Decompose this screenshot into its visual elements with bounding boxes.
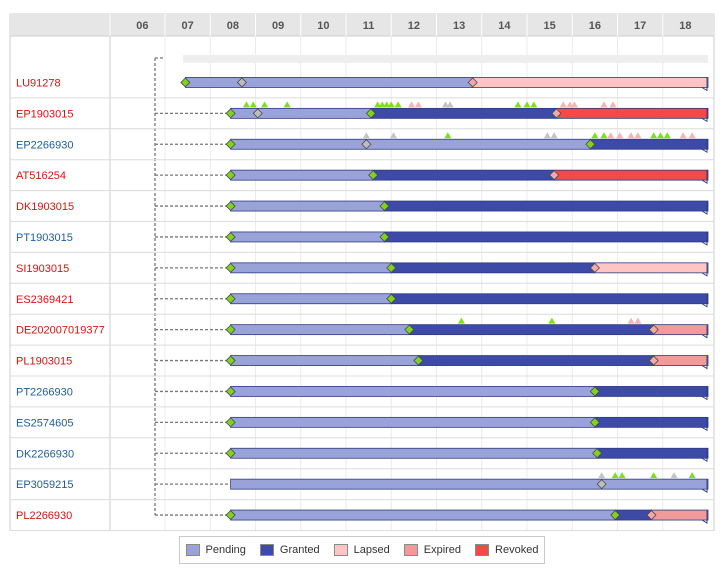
year-tick-label: 11 [363,20,375,32]
year-tick-label: 17 [634,20,646,32]
legend-swatch-granted [260,544,274,556]
legend-label-pending: Pending [206,544,246,556]
bar-segment-granted [373,170,554,180]
year-tick-label: 14 [498,20,511,32]
row-label: DK2266930 [16,448,74,460]
legend-label-lapsed: Lapsed [354,544,390,556]
bar-segment-granted [418,356,653,366]
row-label: PL1903015 [16,356,72,368]
legend-swatch-expired [404,544,418,556]
row-label: DK1903015 [16,201,74,213]
legend-item-pending[interactable]: Pending [186,544,246,556]
legend-swatch-pending [186,544,200,556]
bar-segment-pending [231,510,616,520]
row-label: LU91278 [16,77,61,89]
patent-timeline-chart: 06 07 08 09 10 11 12 13 14 15 16 17 18 LU91278 EP19030… [0,0,724,588]
year-tick-label: 18 [679,20,691,32]
bar-segment-granted [371,108,557,118]
row-label: PT2266930 [16,386,73,398]
legend-label-granted: Granted [280,544,320,556]
legend-label-revoked: Revoked [495,544,538,556]
year-tick-label: 13 [453,20,465,32]
row-label: PT1903015 [16,232,73,244]
row-label: EP1903015 [16,108,74,120]
bar-segment-pending [231,139,591,149]
bar-segment-granted [597,448,708,458]
year-tick-label: 08 [227,20,239,32]
bar-segment-granted [409,325,653,335]
summary-track [183,55,708,63]
bar-segment-expired [654,356,708,366]
bar-segment-revoked [556,108,708,118]
legend-item-expired[interactable]: Expired [404,544,461,556]
bar-segment-pending [231,294,392,304]
year-tick-label: 07 [182,20,194,32]
row-label: PL2266930 [16,510,72,522]
bar-segment-granted [384,232,708,242]
bar-segment-pending [231,448,598,458]
bar-segment-lapsed [595,263,708,273]
year-tick-label: 12 [408,20,420,32]
bar-segment-pending [231,386,595,396]
legend-item-granted[interactable]: Granted [260,544,320,556]
bar-segment-pending [231,201,385,211]
bar-segment-pending [231,108,371,118]
bar-segment-pending [231,263,392,273]
legend-item-revoked[interactable]: Revoked [475,544,538,556]
bar-segment-granted [595,417,708,427]
bar-segment-granted [595,386,708,396]
legend-swatch-revoked [475,544,489,556]
year-tick-label: 15 [544,20,556,32]
row-label: AT516254 [16,170,66,182]
bar-segment-granted [590,139,708,149]
bar-segment-granted [384,201,708,211]
bar-segment-granted [391,263,595,273]
bar-segment-lapsed [473,77,708,87]
bar-segment-pending [185,77,472,87]
year-tick-label: 16 [589,20,601,32]
bar-segment-pending [231,170,374,180]
bar-segment-granted [391,294,708,304]
year-tick-label: 09 [272,20,284,32]
bar-segment-granted [615,510,651,520]
chart-legend: Pending Granted Lapsed Expired Revoked [179,536,545,564]
bar-segment-revoked [554,170,708,180]
legend-item-lapsed[interactable]: Lapsed [334,544,390,556]
bar-segment-pending [231,479,708,489]
row-label: ES2369421 [16,294,74,306]
row-label: ES2574605 [16,417,74,429]
year-tick-label: 06 [136,20,148,32]
bar-segment-pending [231,232,385,242]
legend-label-expired: Expired [424,544,461,556]
row-label: SI1903015 [16,263,69,275]
row-label: EP3059215 [16,479,74,491]
bar-segment-pending [231,325,410,335]
bar-segment-pending [231,356,419,366]
bar-segment-pending [231,417,595,427]
bar-segment-expired [651,510,708,520]
row-label: EP2266930 [16,139,74,151]
year-tick-label: 10 [317,20,329,32]
legend-swatch-lapsed [334,544,348,556]
row-label: DE202007019377 [16,325,105,337]
bar-segment-expired [654,325,708,335]
